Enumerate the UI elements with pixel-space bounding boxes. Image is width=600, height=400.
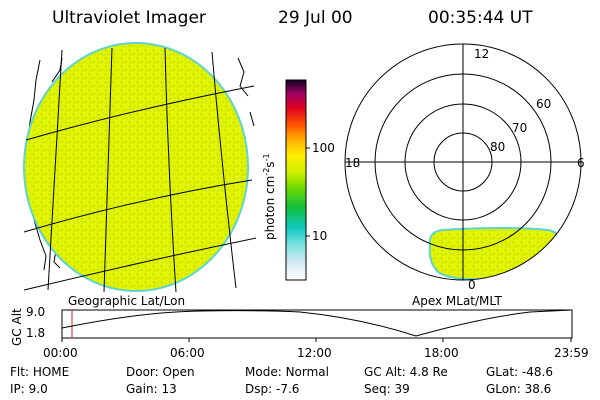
color-bar — [285, 79, 310, 281]
altitude-plot — [61, 309, 573, 342]
x-tick-2359: 23:59 — [554, 346, 589, 360]
date-label: 29 Jul 00 — [278, 8, 353, 28]
geographic-panel — [23, 42, 257, 293]
colorbar-tick-100: 100 — [312, 141, 335, 155]
status-glon: GLon: 38.6 — [486, 382, 552, 396]
mlt-label-6: 6 — [577, 156, 585, 170]
colorbar-unit-label: photon cm-2s-1 — [262, 153, 277, 240]
altitude-y-bottom: 1.8 — [26, 326, 46, 340]
mlat-label-60: 60 — [536, 97, 552, 111]
colorbar-tick-10: 10 — [312, 229, 328, 243]
apex-label: Apex MLat/MLT — [412, 294, 502, 308]
status-flt: Flt: HOME — [10, 365, 70, 379]
x-tick-1200: 12:00 — [297, 346, 332, 360]
x-tick-0600: 06:00 — [170, 346, 205, 360]
mlat-label-80: 80 — [490, 140, 506, 154]
emission-disk — [23, 42, 249, 292]
status-gc-alt: GC Alt: 4.8 Re — [364, 365, 448, 379]
polar-panel — [344, 43, 582, 281]
polar-grid — [344, 43, 582, 281]
status-ip: IP: 9.0 — [10, 382, 48, 396]
altitude-curve — [61, 309, 573, 337]
status-door: Door: Open — [126, 365, 195, 379]
status-seq: Seq: 39 — [364, 382, 410, 396]
geographic-label: Geographic Lat/Lon — [68, 294, 186, 308]
mlt-label-12: 12 — [474, 47, 490, 61]
status-dsp: Dsp: -7.6 — [245, 382, 300, 396]
x-tick-1800: 18:00 — [424, 346, 459, 360]
altitude-axis-label: GC Alt — [10, 308, 24, 346]
mlt-label-18: 18 — [345, 156, 361, 170]
latlon-grid — [23, 48, 257, 293]
instrument-title: Ultraviolet Imager — [52, 8, 206, 28]
time-label: 00:35:44 UT — [428, 8, 533, 28]
x-tick-0000: 00:00 — [43, 346, 78, 360]
status-gain: Gain: 13 — [126, 382, 177, 396]
mlt-label-0: 0 — [468, 278, 476, 292]
mlat-label-70: 70 — [512, 121, 528, 135]
altitude-y-top: 9.0 — [26, 305, 46, 319]
status-mode: Mode: Normal — [245, 365, 329, 379]
polar-emission — [428, 226, 562, 280]
status-glat: GLat: -48.6 — [486, 365, 553, 379]
